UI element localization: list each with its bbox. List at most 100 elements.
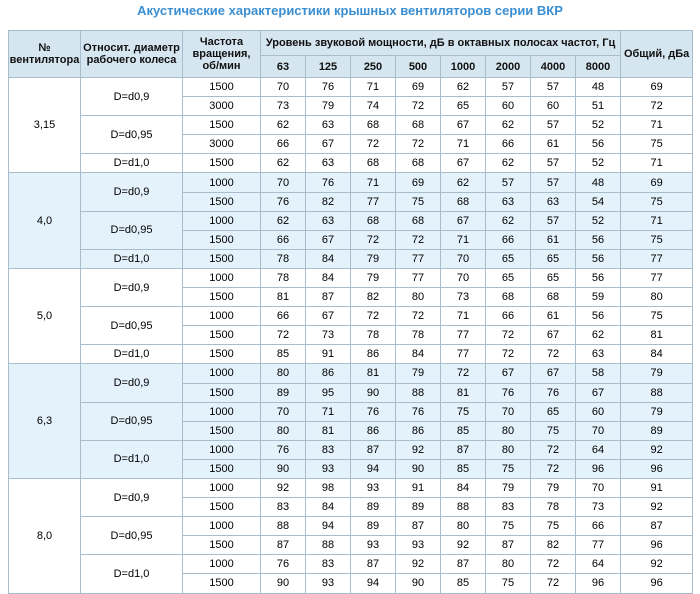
frequency-header: 1000 <box>440 55 486 78</box>
fan-number: 4,0 <box>8 172 81 269</box>
sound-level: 86 <box>395 420 441 441</box>
sound-level: 72 <box>395 96 441 117</box>
sound-level: 79 <box>485 477 531 499</box>
sound-level: 90 <box>260 573 306 594</box>
sound-level: 81 <box>305 420 351 441</box>
sound-level: 67 <box>530 363 576 384</box>
sound-level: 68 <box>395 210 441 231</box>
sound-level: 70 <box>485 401 531 422</box>
sound-level: 78 <box>260 248 306 269</box>
sound-level: 63 <box>305 153 351 174</box>
sound-level: 71 <box>440 229 486 250</box>
sound-level: 64 <box>574 439 622 460</box>
sound-level: 51 <box>574 96 622 117</box>
sound-level: 80 <box>485 554 531 575</box>
sound-level: 82 <box>350 287 396 308</box>
sound-level: 56 <box>574 306 622 327</box>
sound-level: 65 <box>530 401 576 422</box>
total-level: 79 <box>620 401 694 422</box>
sound-level: 63 <box>305 210 351 231</box>
speed: 1000 <box>182 477 261 499</box>
sound-level: 83 <box>305 439 351 460</box>
total-level: 71 <box>620 210 694 231</box>
speed: 1500 <box>182 229 261 250</box>
sound-level: 78 <box>350 325 396 346</box>
sound-level: 87 <box>350 554 396 575</box>
sound-level: 89 <box>395 497 441 518</box>
table-row: 1500 89 95 90 88 81 76 76 67 88 <box>9 382 694 403</box>
sound-level: 69 <box>395 172 441 193</box>
sound-level: 87 <box>440 439 486 460</box>
speed: 1500 <box>182 573 261 594</box>
sound-level: 80 <box>485 439 531 460</box>
speed: 1000 <box>182 172 261 193</box>
sound-level: 68 <box>350 210 396 231</box>
sound-level: 88 <box>260 516 306 537</box>
table-row: D=d1,0 1500 85 91 86 84 77 72 72 63 84 <box>9 344 694 365</box>
speed: 1500 <box>182 420 261 441</box>
fan-number: 3,15 <box>8 76 81 174</box>
sound-level: 65 <box>530 248 576 269</box>
sound-level: 80 <box>485 420 531 441</box>
total-level: 75 <box>620 191 694 212</box>
table-row: 3,15 D=d0,9 1500 70 76 71 69 62 57 57 48 69 <box>8 76 694 174</box>
total-level: 75 <box>620 229 694 250</box>
sound-level: 66 <box>485 229 531 250</box>
diameter: D=d0,95 <box>80 306 183 346</box>
total-level: 80 <box>620 287 694 308</box>
sound-level: 59 <box>574 287 622 308</box>
frequency-header: 250 <box>350 55 396 78</box>
header-cell: Частота вращения, об/мин <box>182 30 261 78</box>
sound-level: 56 <box>574 229 622 250</box>
fan-number: 8,0 <box>8 477 81 594</box>
sound-level: 77 <box>395 248 441 269</box>
sound-level: 52 <box>574 210 622 231</box>
sound-level: 79 <box>395 363 441 384</box>
total-level: 92 <box>620 554 694 575</box>
sound-level: 94 <box>350 458 396 479</box>
sound-level: 60 <box>574 401 622 422</box>
sound-level: 70 <box>260 76 306 98</box>
speed: 1500 <box>182 287 261 308</box>
speed: 1500 <box>182 248 261 269</box>
table-row: 8,0 D=d0,9 1000 92 98 93 91 84 79 79 70 91 <box>8 477 694 594</box>
sound-level: 98 <box>305 477 351 499</box>
sound-level: 61 <box>530 306 576 327</box>
sound-level: 82 <box>305 191 351 212</box>
sound-level: 81 <box>260 287 306 308</box>
sound-level: 87 <box>395 516 441 537</box>
sound-level: 72 <box>395 306 441 327</box>
sound-level: 76 <box>305 172 351 193</box>
total-level: 96 <box>620 458 694 479</box>
title: Акустические характеристики крышных вент… <box>137 3 563 18</box>
sound-level: 75 <box>485 516 531 537</box>
fan-number: 5,0 <box>8 267 81 365</box>
speed: 1500 <box>182 191 261 212</box>
diameter: D=d0,9 <box>80 76 183 117</box>
sound-level: 95 <box>305 382 351 403</box>
sound-level: 71 <box>350 172 396 193</box>
sound-level: 91 <box>395 477 441 499</box>
sound-level: 56 <box>574 134 622 155</box>
total-level: 91 <box>620 477 694 499</box>
sound-level: 57 <box>530 153 576 174</box>
sound-level: 67 <box>574 382 622 403</box>
sound-level: 62 <box>574 325 622 346</box>
sound-level: 54 <box>574 191 622 212</box>
total-level: 75 <box>620 134 694 155</box>
sound-level: 62 <box>485 115 531 136</box>
sound-level: 86 <box>350 344 396 365</box>
sound-level: 88 <box>305 535 351 556</box>
frequency-header: 500 <box>395 55 441 78</box>
sound-level: 87 <box>350 439 396 460</box>
sound-level: 57 <box>530 210 576 231</box>
sound-level: 90 <box>260 458 306 479</box>
total-level: 69 <box>620 172 694 193</box>
speed: 1500 <box>182 325 261 346</box>
sound-level: 65 <box>485 248 531 269</box>
diameter: D=d0,95 <box>80 210 183 250</box>
table-row: 1500 66 67 72 72 71 66 61 56 75 <box>9 229 694 250</box>
sound-level: 60 <box>485 96 531 117</box>
sound-level: 62 <box>485 153 531 174</box>
sound-level: 66 <box>574 516 622 537</box>
